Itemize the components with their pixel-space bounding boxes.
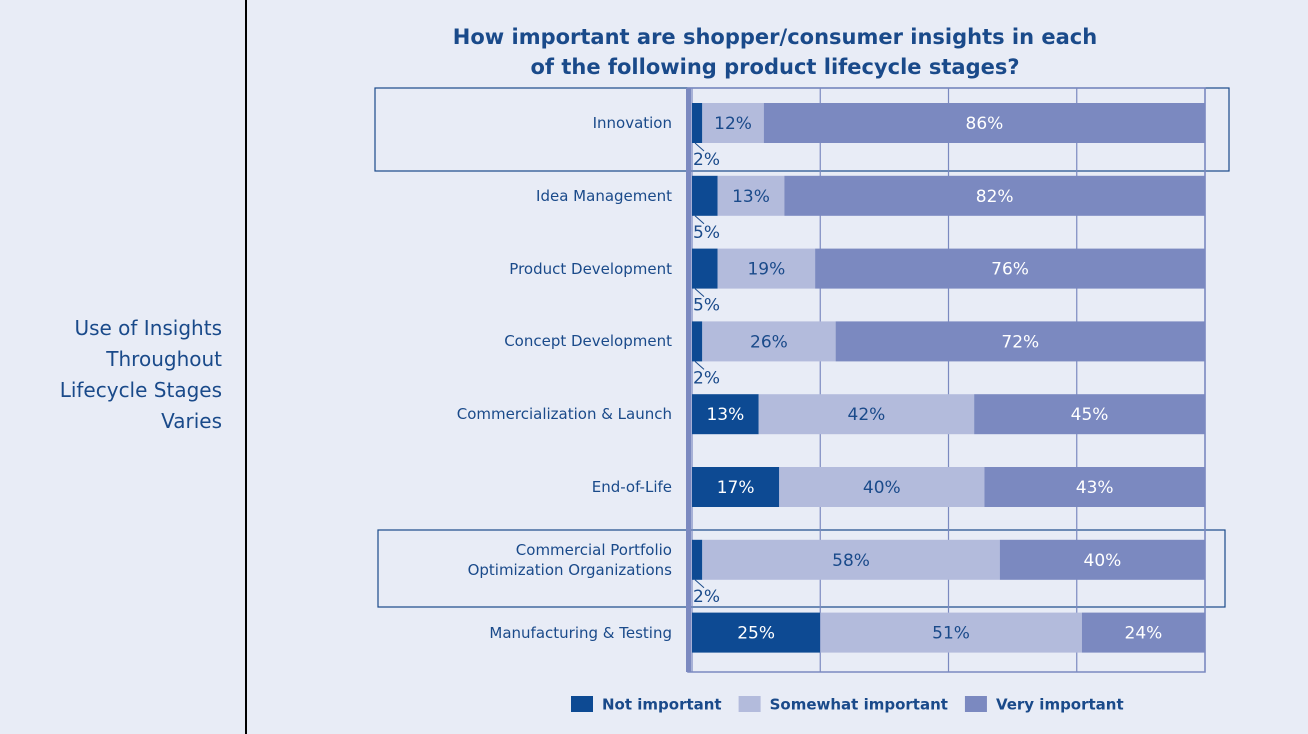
data-label: 58% (832, 551, 870, 571)
legend-label: Very important (996, 696, 1124, 714)
y-axis (686, 88, 691, 672)
bar-segment (999, 539, 1205, 580)
legend-swatch (964, 696, 987, 712)
bar-segment (692, 539, 703, 580)
highlight-box (377, 529, 1226, 608)
data-label: 42% (848, 405, 886, 425)
data-label: 82% (976, 187, 1014, 207)
bar-segment (717, 175, 785, 216)
category-label: Manufacturing & Testing (489, 623, 672, 642)
data-label: 2% (693, 368, 720, 388)
data-label: 12% (714, 114, 752, 134)
legend-label: Not important (602, 696, 722, 714)
bar-segment (717, 248, 816, 289)
data-label: 13% (732, 187, 770, 207)
data-label: 2% (693, 587, 720, 607)
category-label: Concept Development (504, 332, 672, 351)
data-label: 2% (693, 150, 720, 170)
leader-line (694, 142, 705, 152)
data-label: 5% (693, 296, 720, 316)
side-text: Use of Insights Throughout Lifecycle Sta… (59, 316, 222, 433)
chart-title: How important are shopper/consumer insig… (452, 25, 1098, 79)
data-label: 76% (991, 260, 1029, 280)
bar-segment (692, 467, 780, 507)
data-label: 26% (750, 332, 788, 352)
category-label: Commercialization & Launch (456, 405, 672, 424)
data-label: 40% (1084, 551, 1122, 571)
bar-segment (984, 467, 1205, 507)
leader-line (694, 361, 705, 370)
category-label: End-of-Life (591, 478, 672, 496)
bar-segment (758, 394, 975, 435)
data-label: 17% (717, 478, 755, 498)
bar-segment (692, 103, 703, 143)
data-label: 72% (1001, 332, 1039, 352)
bar-segment (1081, 612, 1205, 653)
bar-segment (779, 467, 985, 507)
bar-segment (692, 394, 759, 435)
data-label: 40% (863, 478, 901, 498)
data-label: 24% (1125, 624, 1163, 644)
leader-line (694, 579, 705, 589)
bar-segment (692, 248, 718, 289)
data-label: 19% (747, 260, 785, 280)
data-label: 86% (966, 114, 1004, 134)
leader-line (694, 215, 705, 225)
bar-segment (702, 321, 836, 362)
category-label: Innovation (592, 114, 672, 132)
bar-segment (820, 612, 1082, 653)
data-label: 43% (1076, 478, 1114, 498)
data-label: 13% (706, 405, 744, 425)
bar-segment (692, 175, 718, 216)
legend-swatch (738, 696, 761, 712)
bar-segment (835, 321, 1205, 362)
plot-frame (687, 87, 1206, 673)
data-label: 45% (1071, 405, 1109, 425)
legend-label: Somewhat important (770, 696, 948, 714)
bar-segment (692, 321, 703, 362)
legend-swatch (571, 696, 593, 712)
bar-segment (763, 103, 1205, 143)
category-label: Commercial Portfolio Optimization Organi… (467, 540, 672, 579)
category-label: Product Development (509, 259, 672, 278)
bar-segment (784, 175, 1205, 216)
bar-segment (702, 103, 764, 143)
bar-segment (974, 394, 1205, 435)
bar-segment (692, 612, 821, 653)
data-label: 25% (737, 624, 775, 644)
bar-segment (815, 248, 1205, 289)
bar-segment (702, 539, 1000, 580)
data-label: 51% (932, 624, 970, 644)
category-label: Idea Management (536, 186, 672, 205)
leader-line (694, 288, 705, 297)
data-label: 5% (693, 223, 720, 243)
